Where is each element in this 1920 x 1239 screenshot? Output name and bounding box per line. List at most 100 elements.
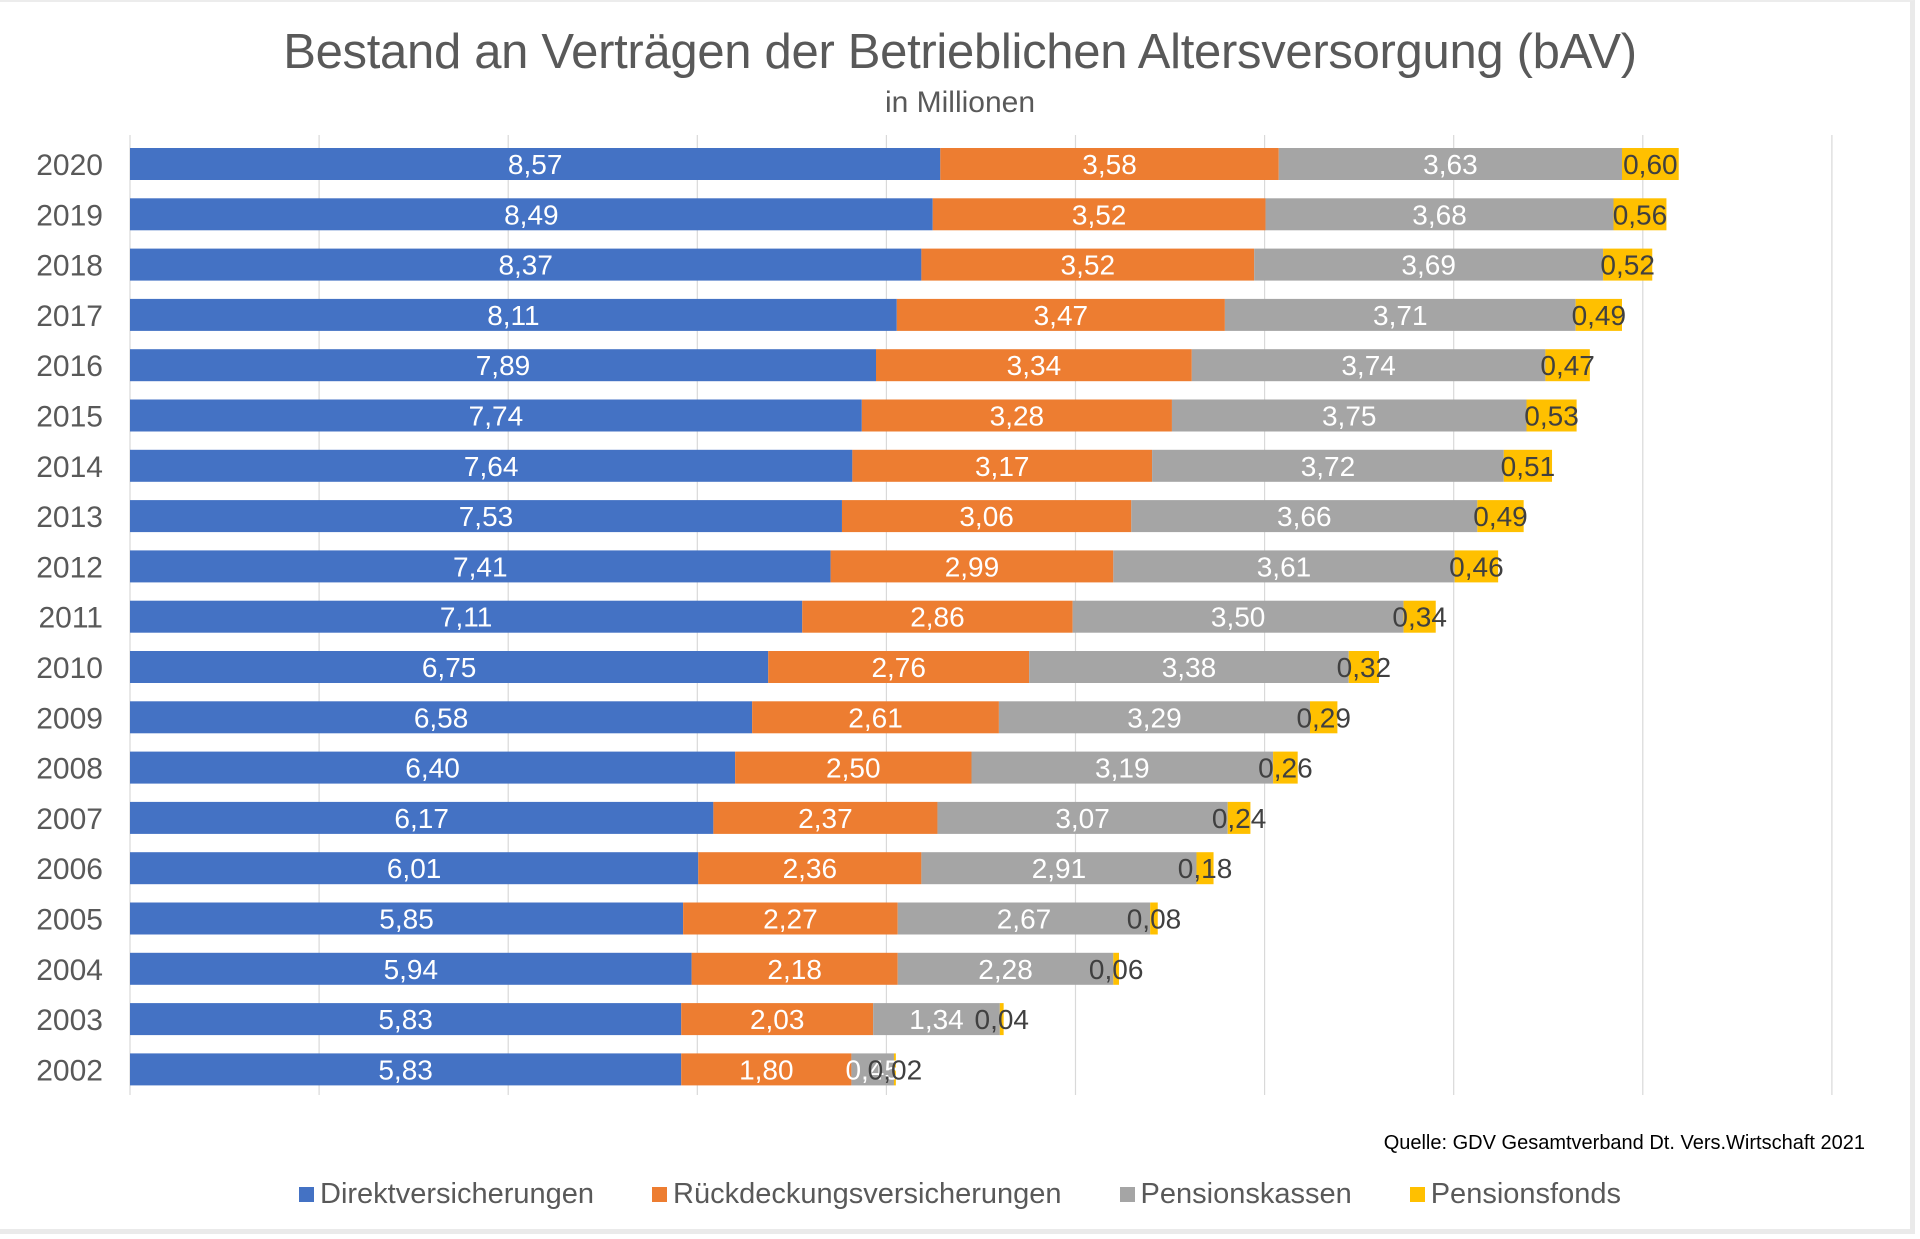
data-label: 5,83: [378, 1004, 433, 1035]
data-label: 0,56: [1613, 199, 1668, 230]
data-label: 3,75: [1322, 401, 1377, 432]
bar-segment-direktversicherungen: [130, 600, 803, 633]
data-label: 2,27: [763, 904, 818, 935]
category-label: 2003: [36, 1004, 103, 1037]
data-label: 3,66: [1277, 501, 1332, 532]
data-label: 0,24: [1212, 803, 1267, 834]
data-label: 0,29: [1296, 702, 1351, 733]
bar-segment-direktversicherungen: [130, 500, 842, 533]
data-label: 6,17: [394, 803, 449, 834]
bar-segment-pensionsfonds: [1621, 148, 1679, 180]
bar-segment-rückdeckungsversicherungen: [841, 500, 1132, 533]
data-label: 6,01: [387, 853, 442, 884]
data-label: 2,61: [848, 702, 903, 733]
data-label: 0,04: [975, 1004, 1030, 1035]
legend-label: Pensionsfonds: [1430, 1178, 1621, 1210]
data-label: 3,29: [1127, 702, 1182, 733]
data-label: 6,75: [422, 652, 477, 683]
legend-swatch: [652, 1187, 668, 1202]
category-label: 2002: [36, 1054, 103, 1087]
bar-segment-pensionsfonds: [1454, 550, 1499, 583]
category-label: 2010: [36, 652, 103, 685]
bar-segment-pensionskassen: [937, 801, 1228, 834]
legend-item: Rückdeckungsversicherungen: [652, 1178, 1062, 1211]
data-labels: 8,57 3,58 3,63 0,60 8,49 3,52 3,68 0,56 8,37 3,52…: [378, 149, 1677, 1085]
data-label: 0,51: [1501, 451, 1556, 482]
legend-swatch: [1119, 1187, 1135, 1202]
bar-segment-rückdeckungsversicherungen: [735, 751, 972, 784]
bar-segment-rückdeckungsversicherungen: [681, 1053, 852, 1086]
data-label: 7,41: [453, 551, 508, 582]
data-label: 3,52: [1061, 250, 1116, 281]
category-label: 2017: [36, 300, 103, 333]
bar-segment-pensionskassen: [851, 1053, 894, 1086]
bar-segment-pensionsfonds: [1227, 801, 1251, 834]
bar-segment-direktversicherungen: [130, 148, 941, 180]
chart-subtitle: in Millionen: [884, 86, 1036, 119]
data-label: 3,74: [1341, 350, 1396, 381]
bar-segment-rückdeckungsversicherungen: [932, 198, 1266, 231]
data-label: 3,71: [1373, 300, 1428, 331]
data-label: 3,28: [990, 401, 1045, 432]
legend-swatch: [299, 1187, 315, 1202]
data-label: 3,50: [1211, 602, 1266, 633]
data-label: 8,57: [508, 149, 563, 180]
bar-segment-pensionsfonds: [1503, 449, 1553, 482]
category-label: 2005: [36, 904, 103, 937]
data-label: 1,80: [739, 1054, 794, 1085]
source-note: Quelle: GDV Gesamtverband Dt. Vers.Wirts…: [1383, 1132, 1865, 1154]
bar-segment-direktversicherungen: [130, 902, 684, 935]
bar-segment-pensionskassen: [1265, 198, 1614, 231]
data-label: 3,63: [1423, 149, 1478, 180]
bar-segment-rückdeckungsversicherungen: [861, 399, 1172, 432]
data-label: 2,03: [750, 1004, 805, 1035]
data-label: 2,91: [1032, 853, 1087, 884]
data-label: 2,67: [997, 904, 1052, 935]
bar-segment-pensionsfonds: [999, 1003, 1004, 1036]
legend-swatch: [1409, 1187, 1425, 1202]
bar-segment-direktversicherungen: [130, 349, 876, 382]
bar-segment-direktversicherungen: [130, 952, 692, 985]
bar-segment-direktversicherungen: [130, 701, 753, 734]
data-label: 3,19: [1095, 753, 1150, 784]
data-label: 3,69: [1401, 250, 1456, 281]
category-label: 2013: [36, 501, 103, 534]
bar-segment-rückdeckungsversicherungen: [802, 600, 1073, 633]
bar-segment-rückdeckungsversicherungen: [698, 852, 922, 885]
data-label: 0,18: [1178, 853, 1233, 884]
data-label: 1,34: [909, 1004, 964, 1035]
bar-segment-rückdeckungsversicherungen: [752, 701, 999, 734]
category-label: 2019: [36, 199, 103, 232]
bar-segment-pensionskassen: [1171, 399, 1527, 432]
category-label: 2016: [36, 350, 103, 383]
bar-segment-pensionskassen: [1072, 600, 1404, 633]
legend: Direktversicherungen Rückdeckungsversiche…: [0, 1178, 1920, 1211]
data-label: 0,06: [1089, 954, 1144, 985]
bar-segment-direktversicherungen: [130, 550, 831, 583]
data-label: 7,11: [440, 602, 492, 633]
data-label: 2,37: [798, 803, 853, 834]
data-label: 8,49: [504, 199, 559, 230]
category-label: 2015: [36, 401, 103, 434]
bar-segment-pensionskassen: [998, 701, 1310, 734]
bar-segment-pensionsfonds: [1613, 198, 1667, 231]
bar-segment-pensionsfonds: [1603, 248, 1653, 281]
data-label: 7,53: [459, 501, 514, 532]
legend-label: Rückdeckungsversicherungen: [673, 1178, 1062, 1210]
bar-segment-pensionskassen: [1191, 349, 1546, 382]
category-label: 2012: [36, 551, 103, 584]
legend-label: Direktversicherungen: [320, 1178, 595, 1210]
data-label: 3,72: [1301, 451, 1356, 482]
data-label: 3,17: [975, 451, 1030, 482]
data-label: 2,86: [910, 602, 965, 633]
data-label: 0,53: [1524, 401, 1579, 432]
data-label: 7,89: [476, 350, 531, 381]
bar-segment-direktversicherungen: [130, 801, 714, 834]
bar-segment-pensionsfonds: [1348, 651, 1380, 683]
category-label: 2006: [36, 853, 103, 886]
bar-segment-direktversicherungen: [130, 198, 933, 231]
bar-segment-pensionsfonds: [1309, 701, 1338, 734]
bar-segment-direktversicherungen: [130, 248, 922, 281]
data-label: 0,26: [1258, 753, 1313, 784]
bar-segment-direktversicherungen: [130, 651, 769, 683]
